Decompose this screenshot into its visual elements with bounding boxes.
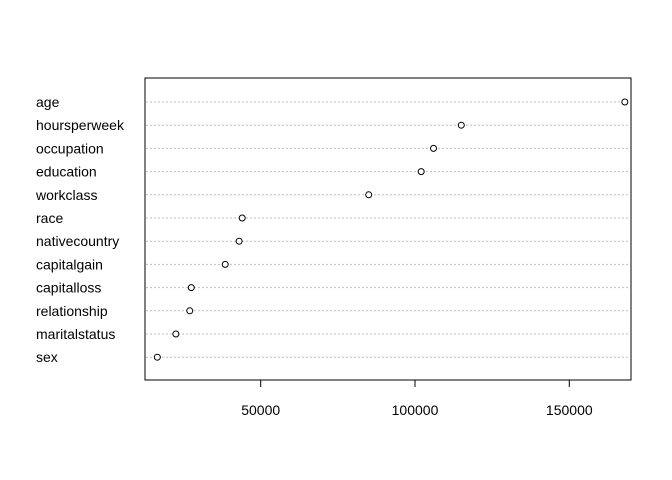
x-axis: 50000 100000 150000 [241,379,593,418]
category-label: education [36,164,97,180]
category-label: relationship [36,303,108,319]
data-point [172,330,180,338]
category-label: race [36,210,63,226]
x-tick-label: 150000 [546,402,593,418]
category-label: nativecountry [36,233,119,249]
category-label: capitalloss [36,280,101,296]
data-point [417,168,425,176]
data-point [235,237,243,245]
data-point [187,284,195,292]
data-point [238,214,246,222]
data-point [221,260,229,268]
data-point [621,98,629,106]
x-tick-label: 50000 [241,402,280,418]
category-label: hoursperweek [36,117,125,133]
category-label: occupation [36,140,104,156]
data-point [153,353,161,361]
grid-lines [146,101,630,358]
data-point [457,121,465,129]
category-label: age [36,94,60,110]
category-label: sex [36,349,58,365]
category-labels: age hoursperweek occupation education workcl… [35,94,125,365]
data-point [430,144,438,152]
x-tick-label: 100000 [392,402,439,418]
data-point [365,191,373,199]
data-point [186,307,194,315]
category-label: workclass [35,187,97,203]
category-label: maritalstatus [36,326,115,342]
category-label: capitalgain [36,256,103,272]
plot-frame [144,77,632,381]
data-points [153,98,629,361]
